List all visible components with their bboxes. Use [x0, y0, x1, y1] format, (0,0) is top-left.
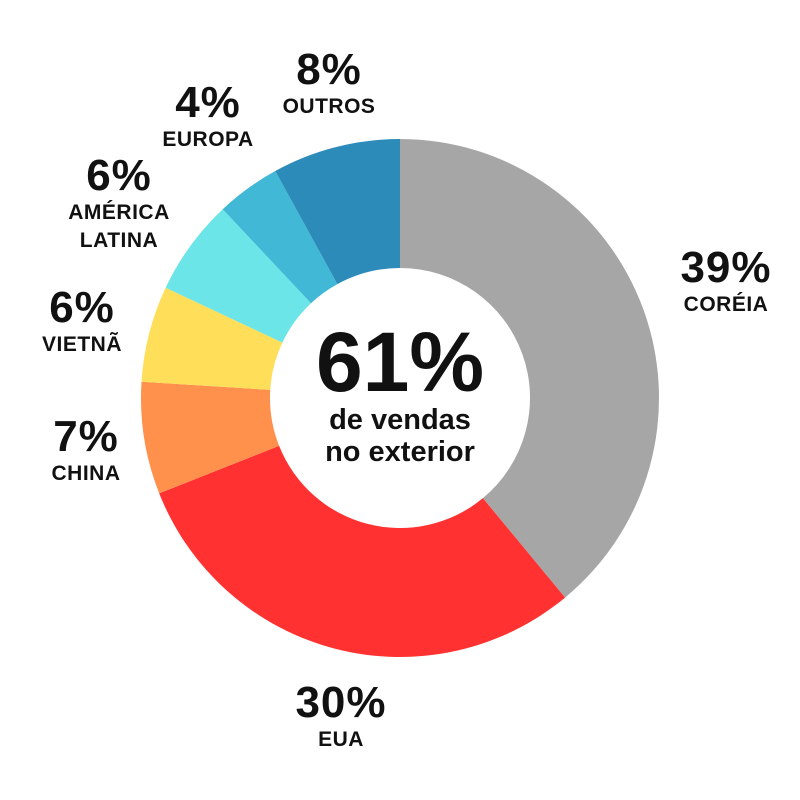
slice-eua: [159, 445, 566, 658]
category-label: EUROPA: [162, 128, 254, 151]
category-label: CHINA: [51, 462, 121, 485]
data-label-percent: 7%: [53, 412, 119, 461]
slice-vietnã: [141, 287, 283, 390]
slice-label: 7% CHINA: [52, 415, 121, 487]
center-value: 61%: [315, 315, 485, 409]
data-label-percent: 6%: [49, 283, 115, 332]
center-label: 61% de vendas no exterior: [270, 320, 530, 468]
category-label: EUA: [318, 728, 364, 751]
slice-label: 6% VIETNÃ: [42, 286, 122, 358]
slice-label: 30% EUA: [295, 681, 386, 753]
data-label-percent: 39%: [680, 243, 772, 292]
slice-label: 6% AMÉRICA LATINA: [68, 154, 170, 254]
category-label: LATINA: [79, 229, 159, 252]
category-label: AMÉRICA: [68, 201, 170, 224]
center-line2: no exterior: [325, 436, 475, 468]
data-label-percent: 30%: [295, 678, 387, 727]
slice-label: 4% EUROPA: [162, 81, 253, 153]
data-label-percent: 8%: [296, 45, 362, 94]
center-line1: de vendas: [329, 404, 471, 436]
data-label-percent: 6%: [86, 151, 152, 200]
category-label: OUTROS: [282, 95, 376, 118]
slice-china: [141, 381, 280, 494]
slice-europa: [222, 171, 338, 304]
category-label: VIETNÃ: [41, 333, 123, 356]
slice-coréia: [400, 139, 660, 598]
slice-label: 8% OUTROS: [283, 48, 376, 120]
slice-américa-latina: [165, 209, 312, 343]
slice-label: 39% CORÉIA: [680, 246, 771, 318]
data-label-percent: 4%: [175, 78, 241, 127]
category-label: CORÉIA: [683, 293, 769, 316]
slice-outros: [275, 139, 400, 285]
